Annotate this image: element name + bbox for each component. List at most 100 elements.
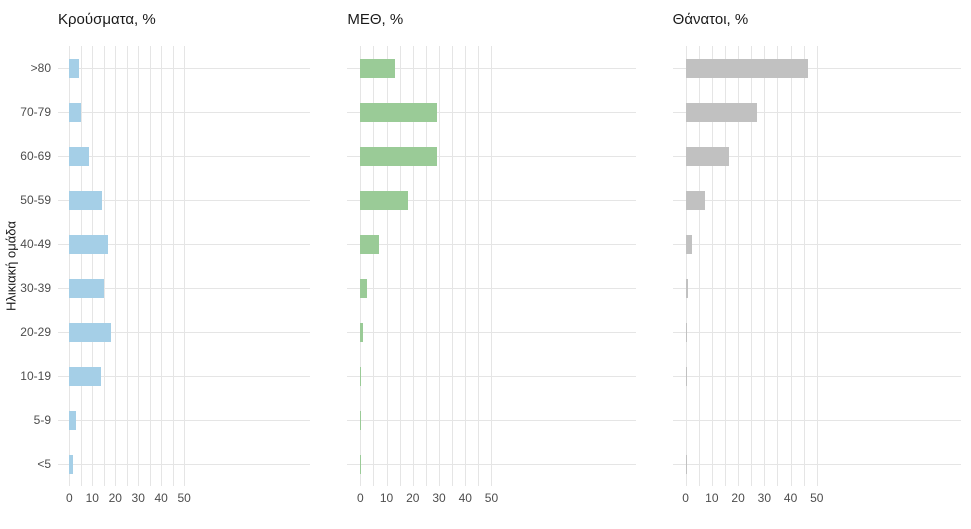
y-tick-label: 60-69 <box>20 149 51 163</box>
panels-row: >80 70-79 60-69 50-59 40-49 30-39 20-29 10-19 5-… <box>20 0 961 512</box>
vertical-gridline <box>115 46 117 486</box>
vertical-gridline <box>412 46 414 486</box>
vertical-gridline <box>724 46 726 486</box>
vertical-gridline <box>685 46 687 486</box>
x-tick-labels-icu: 0 10 20 30 40 50 <box>347 486 635 512</box>
bar-30-39 <box>69 278 105 298</box>
x-tick-label: 10 <box>379 491 394 505</box>
y-tick-label: 70-79 <box>20 105 51 119</box>
vertical-gridline <box>764 46 766 486</box>
x-tick-label: 50 <box>177 491 191 505</box>
bar-20-29 <box>360 322 363 342</box>
bar-60-69 <box>360 146 438 166</box>
vertical-gridline <box>360 46 362 486</box>
y-tick-label: 50-59 <box>20 193 51 207</box>
bar-30-39 <box>360 278 367 298</box>
x-tick-label: 0 <box>356 491 364 505</box>
bar-70-79 <box>360 102 437 122</box>
x-tick-label: 0 <box>682 491 689 505</box>
vertical-gridline <box>491 46 493 486</box>
vertical-gridline <box>465 46 467 486</box>
vertical-gridline <box>777 46 779 486</box>
panel-title-icu: ΜΕΘ, % <box>347 11 404 28</box>
vertical-gridline <box>803 46 805 486</box>
bar-<5 <box>69 454 74 474</box>
vertical-gridline <box>452 46 454 486</box>
x-tick-label: 20 <box>406 491 420 505</box>
x-tick-label: 40 <box>458 491 472 505</box>
bar-<5 <box>685 454 687 474</box>
bar-50-59 <box>685 190 706 210</box>
bar->80 <box>360 58 395 78</box>
bar-30-39 <box>685 278 688 298</box>
bar-70-79 <box>685 102 757 122</box>
vertical-gridline <box>478 46 480 486</box>
bar-5-9 <box>360 410 362 430</box>
vertical-gridline <box>790 46 792 486</box>
bar-20-29 <box>685 322 687 342</box>
vertical-gridline <box>80 46 82 486</box>
vertical-gridline <box>816 46 818 486</box>
bar-70-79 <box>69 102 81 122</box>
bar-5-9 <box>69 410 76 430</box>
panel-cases: >80 70-79 60-69 50-59 40-49 30-39 20-29 10-19 5-… <box>20 0 311 512</box>
bar-60-69 <box>685 146 730 166</box>
bar-10-19 <box>360 366 362 386</box>
vertical-gridline <box>149 46 151 486</box>
x-tick-label: 10 <box>85 491 99 505</box>
vertical-gridline <box>751 46 753 486</box>
plot-area-deaths <box>672 46 961 486</box>
bar-10-19 <box>69 366 102 386</box>
x-tick-label: 0 <box>66 491 73 505</box>
vertical-gridline <box>161 46 163 486</box>
bar->80 <box>69 58 79 78</box>
vertical-gridline <box>184 46 186 486</box>
bar-50-59 <box>69 190 102 210</box>
y-tick-label: 20-29 <box>20 325 51 339</box>
panel-deaths: Θάνατοι, % 0 10 20 30 40 50 <box>672 0 961 512</box>
x-tick-label: 30 <box>432 491 446 505</box>
vertical-gridline <box>711 46 713 486</box>
y-tick-label: >80 <box>30 61 51 75</box>
vertical-gridline <box>138 46 140 486</box>
x-tick-labels-cases: 0 10 20 30 40 50 <box>58 486 310 512</box>
x-tick-label: 40 <box>154 491 168 505</box>
bar-<5 <box>360 454 362 474</box>
x-tick-label: 30 <box>131 491 145 505</box>
y-tick-label: 5-9 <box>33 413 51 427</box>
plot-area-cases <box>58 46 311 486</box>
panel-title-cases: Κρούσματα, % <box>58 11 156 28</box>
vertical-gridline <box>103 46 105 486</box>
vertical-gridline <box>92 46 94 486</box>
vertical-gridline <box>386 46 388 486</box>
x-tick-labels-deaths: 0 10 20 30 40 50 <box>673 486 961 512</box>
bar-20-29 <box>69 322 111 342</box>
y-tick-label: 40-49 <box>20 237 51 251</box>
panel-title-deaths: Θάνατοι, % <box>672 11 749 28</box>
bar-40-49 <box>69 234 109 254</box>
vertical-gridline <box>738 46 740 486</box>
panel-icu: ΜΕΘ, % 0 10 20 30 40 50 <box>347 0 636 512</box>
bar-40-49 <box>360 234 380 254</box>
x-tick-label: 20 <box>108 491 122 505</box>
x-tick-label: 10 <box>705 491 719 505</box>
vertical-gridline <box>69 46 71 486</box>
vertical-gridline <box>698 46 700 486</box>
x-tick-label: 30 <box>757 491 772 505</box>
x-tick-label: 50 <box>810 491 824 505</box>
vertical-gridline <box>373 46 375 486</box>
bar-60-69 <box>69 146 90 166</box>
y-tick-labels: >80 70-79 60-69 50-59 40-49 30-39 20-29 10-19 5-… <box>20 46 58 486</box>
plot-area-icu <box>347 46 636 486</box>
vertical-gridline <box>126 46 128 486</box>
x-tick-label: 20 <box>731 491 745 505</box>
x-tick-label: 40 <box>783 491 798 505</box>
bar->80 <box>685 58 809 78</box>
y-tick-label: 30-39 <box>20 281 51 295</box>
vertical-gridline <box>439 46 441 486</box>
bar-50-59 <box>360 190 408 210</box>
vertical-gridline <box>172 46 174 486</box>
x-tick-label: 50 <box>484 491 499 505</box>
vertical-gridline <box>399 46 401 486</box>
